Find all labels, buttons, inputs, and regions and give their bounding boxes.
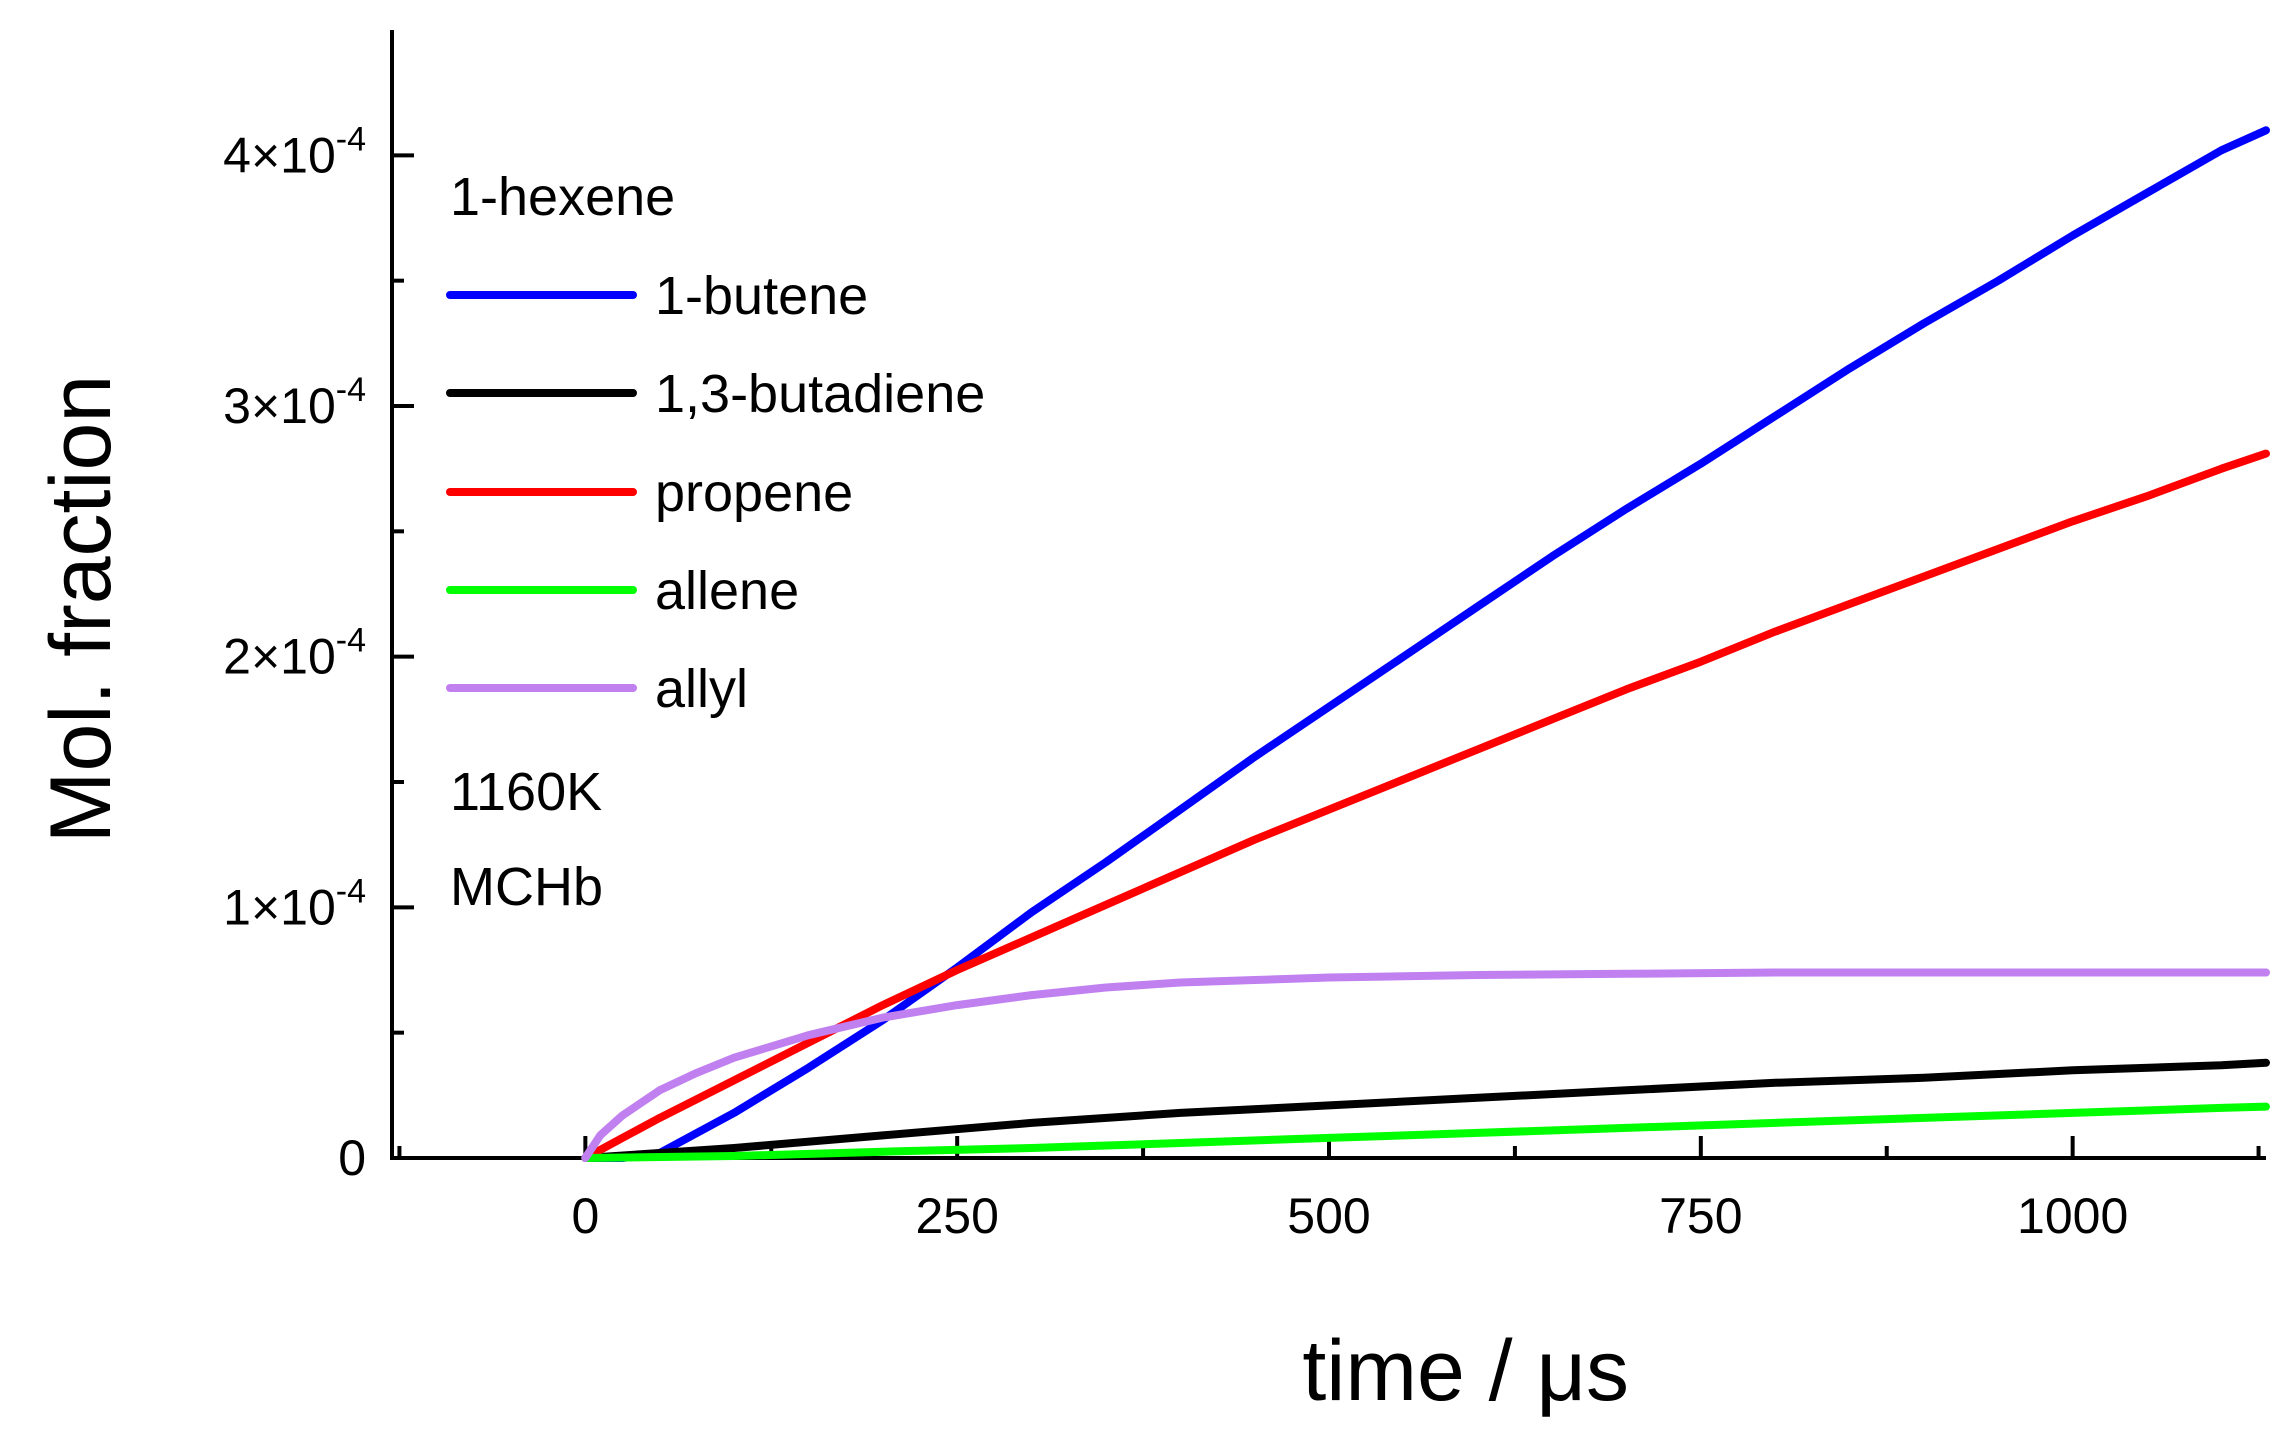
x-tick-label: 500: [1287, 1188, 1370, 1244]
annotations: 1160K MCHb: [450, 762, 603, 917]
y-tick-label: 3×10-4: [223, 371, 366, 434]
x-tick-label: 1000: [2017, 1188, 2128, 1244]
series-lines: [581, 126, 2270, 1162]
series-line-allyl: [581, 968, 2270, 1162]
series-line-1,3-butadiene: [581, 1058, 2270, 1162]
x-axis-title: time / μs: [1302, 1323, 1629, 1419]
x-tick-label: 250: [915, 1188, 998, 1244]
x-tick-label: 750: [1659, 1188, 1742, 1244]
legend-label: allene: [655, 561, 799, 621]
y-tick-label: 2×10-4: [223, 622, 366, 685]
x-tick-label: 0: [571, 1188, 599, 1244]
series-line-allene: [581, 1102, 2270, 1162]
annotation-text: 1160K: [450, 762, 602, 822]
legend-label: 1,3-butadiene: [655, 364, 985, 424]
y-tick-label: 1×10-4: [223, 872, 366, 935]
legend-label: 1-butene: [655, 266, 868, 326]
axes: 0 250 500 750 1000 0 1×10-4 2×10-4 3×10-4 4×10-4 t…: [33, 30, 2266, 1419]
series-line-propene: [581, 449, 2270, 1162]
y-tick-label: 0: [338, 1130, 366, 1186]
legend-label: allyl: [655, 659, 748, 719]
annotation-text: MCHb: [450, 857, 603, 917]
series-line-1-butene: [581, 126, 2270, 1162]
legend: 1-hexene 1-butene 1,3-butadiene propene alle…: [446, 167, 985, 719]
y-tick-label: 4×10-4: [223, 120, 366, 183]
legend-label: propene: [655, 463, 853, 523]
y-axis-title: Mol. fraction: [33, 375, 129, 843]
legend-header: 1-hexene: [450, 167, 675, 227]
